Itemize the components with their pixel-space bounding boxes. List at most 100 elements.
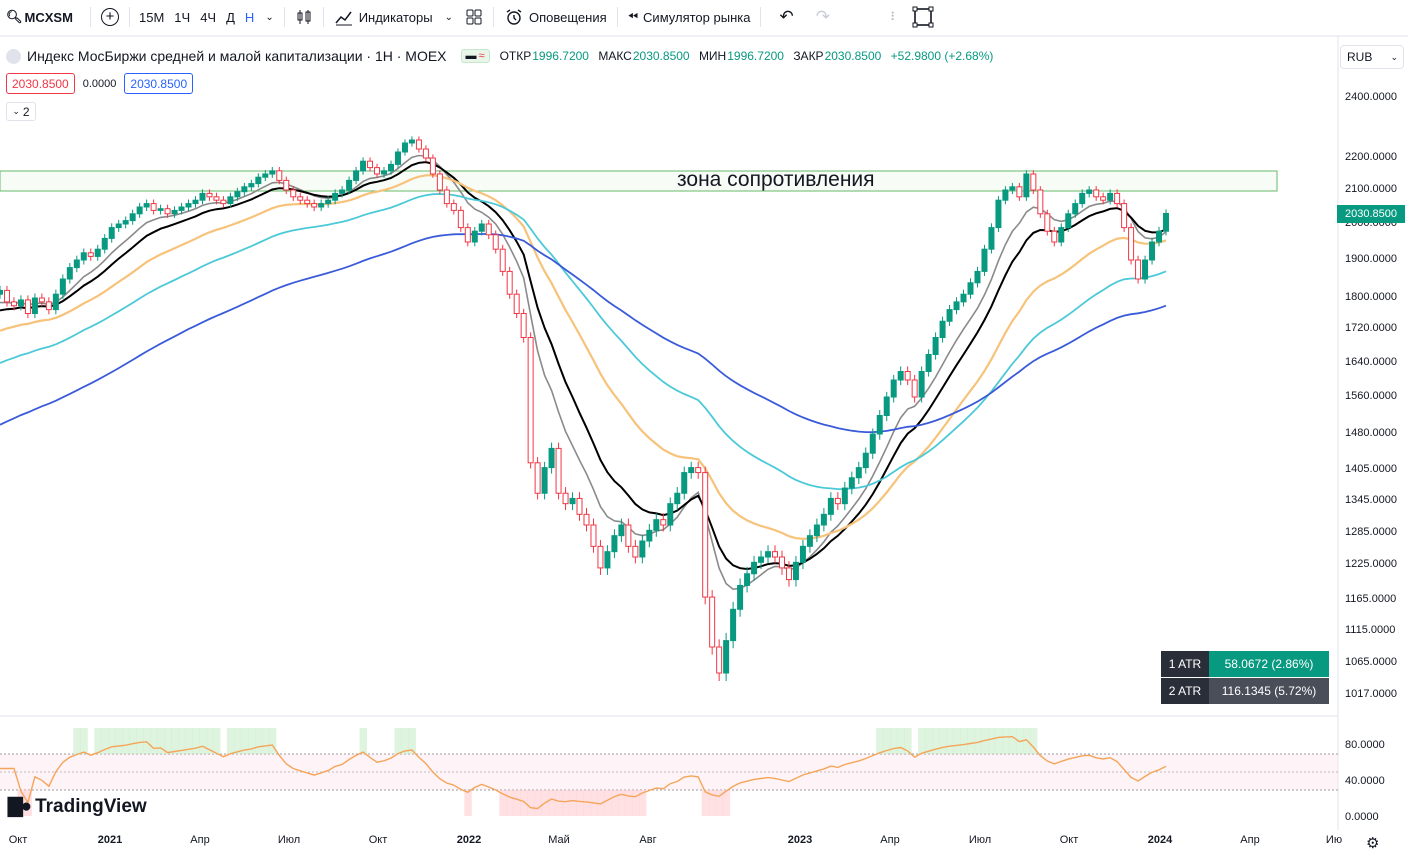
candle-body xyxy=(415,139,422,150)
divider xyxy=(616,7,618,27)
candle-body xyxy=(485,223,492,236)
sell-price-box[interactable]: 2030.8500 xyxy=(6,73,75,94)
atr-value: 58.0672 (2.86%) xyxy=(1209,651,1329,677)
rsi-zone-fill xyxy=(1008,728,1017,754)
rsi-zone-fill xyxy=(631,790,640,816)
replay-button[interactable]: ⏪︎ Симулятор рынка xyxy=(622,0,757,34)
candle-body xyxy=(150,203,157,211)
divider xyxy=(322,7,324,27)
legend-title[interactable]: Индекс МосБиржи средней и малой капитали… xyxy=(27,48,447,64)
candle-body xyxy=(918,371,925,398)
candle-body xyxy=(3,289,10,303)
candle-body xyxy=(974,270,981,284)
rsi-zone-fill xyxy=(715,790,724,816)
rsi-zone-fill xyxy=(108,728,116,754)
candle-body xyxy=(394,151,401,165)
alerts-label: Оповещения xyxy=(529,9,607,25)
buy-price-box[interactable]: 2030.8500 xyxy=(124,73,194,94)
rsi-zone-fill xyxy=(359,728,368,754)
candle-body xyxy=(590,524,597,547)
rsi-zone-fill xyxy=(268,728,277,754)
price-tick: 1225.0000 xyxy=(1345,558,1397,570)
rsi-zone-fill xyxy=(583,790,591,816)
candle-body xyxy=(436,173,443,191)
candle-body xyxy=(688,467,695,474)
candle-body xyxy=(52,293,59,311)
candle-body xyxy=(1065,213,1072,229)
drag-handle[interactable]: ⠇ xyxy=(884,0,905,34)
low-key: МИН xyxy=(698,49,727,63)
gear-icon: ⚙ xyxy=(1366,835,1380,852)
atr-row: 1 ATR 58.0672 (2.86%) xyxy=(1161,651,1329,677)
price-tick: 1065.0000 xyxy=(1345,656,1397,668)
rsi-zone-fill xyxy=(953,728,961,754)
candle-body xyxy=(995,199,1002,229)
candle-body xyxy=(1142,259,1149,280)
indicator-tick: 40.0000 xyxy=(1345,775,1385,787)
candle-body xyxy=(785,567,792,581)
rsi-zone-fill xyxy=(946,728,954,754)
alerts-button[interactable]: Оповещения xyxy=(498,0,613,34)
candle-body xyxy=(897,371,904,381)
layouts-button[interactable] xyxy=(459,0,489,34)
divider xyxy=(283,7,285,27)
chart-type-button[interactable] xyxy=(289,0,319,34)
candle-body xyxy=(520,313,527,338)
candle-body xyxy=(883,396,890,416)
rsi-zone-fill xyxy=(261,728,270,754)
rsi-zone-fill xyxy=(876,728,884,754)
ema-line xyxy=(0,154,1167,591)
indicators-button[interactable]: Индикаторы xyxy=(328,0,439,34)
rsi-zone-fill xyxy=(883,728,891,754)
rsi-zone-fill xyxy=(464,790,472,816)
symbol-search[interactable]: 🔍︎ MCXSM xyxy=(0,0,86,34)
interval-4h[interactable]: 4Ч xyxy=(200,9,217,25)
rsi-zone-fill xyxy=(185,728,193,754)
last-price-label: 2030.8500 xyxy=(1337,205,1405,223)
redo-button[interactable]: ↷ xyxy=(808,0,838,34)
candle-body xyxy=(604,551,611,569)
interval-1d[interactable]: Д xyxy=(226,9,235,25)
rsi-zone-fill xyxy=(548,790,556,816)
zone-label[interactable]: зона сопротивления xyxy=(677,168,875,191)
candle-body xyxy=(276,170,283,181)
candle-body xyxy=(401,142,408,153)
legend-buttons[interactable]: ▬ ≈ xyxy=(460,49,490,63)
candle-body xyxy=(569,497,576,505)
indicators-collapse-button[interactable]: ⌄ 2 xyxy=(6,102,36,121)
candle-body xyxy=(1016,186,1023,198)
rsi-zone-fill xyxy=(610,790,619,816)
selection-rect-icon xyxy=(912,6,934,28)
undo-button[interactable]: ↶ xyxy=(765,0,807,34)
candle-body xyxy=(387,163,394,172)
rsi-zone-fill xyxy=(638,790,647,816)
candle-body xyxy=(813,524,820,537)
candle-body xyxy=(429,157,436,175)
undo-icon: ↶ xyxy=(779,7,794,26)
settings-button[interactable]: ⚙ xyxy=(1366,834,1379,852)
currency-select[interactable]: RUB ⌄ xyxy=(1340,45,1404,69)
indicator-tick: 0.0000 xyxy=(1345,811,1379,823)
interval-1w[interactable]: Н xyxy=(244,9,255,25)
rsi-zone-fill xyxy=(408,728,416,754)
fullscreen-button[interactable] xyxy=(905,0,941,34)
interval-15m[interactable]: 15М xyxy=(139,9,165,25)
resistance-zone[interactable] xyxy=(0,170,1278,192)
symbol-label: MCXSM xyxy=(24,9,73,25)
indicators-dropdown[interactable]: ⌄ xyxy=(439,0,459,34)
tradingview-logo[interactable]: ▇● TradingView xyxy=(8,795,147,818)
interval-dropdown[interactable]: ⌄ xyxy=(259,0,279,34)
interval-1h[interactable]: 1Ч xyxy=(174,9,191,25)
candle-body xyxy=(241,186,248,193)
candle-body xyxy=(1030,173,1037,191)
rsi-zone-fill xyxy=(171,728,179,754)
candle-body xyxy=(772,551,779,558)
rsi-zone-fill xyxy=(701,790,710,816)
candle-body xyxy=(408,139,415,144)
candle-body xyxy=(108,227,115,239)
candle-body xyxy=(890,379,897,398)
compare-button[interactable]: + xyxy=(95,0,125,34)
rsi-zone-fill xyxy=(904,728,912,754)
candle-body xyxy=(939,320,946,338)
